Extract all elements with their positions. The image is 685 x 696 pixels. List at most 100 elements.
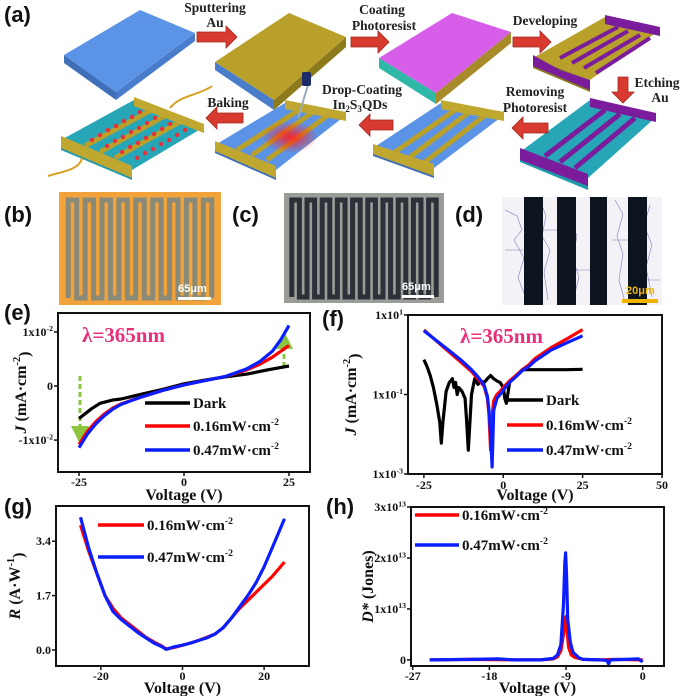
x-tick-label: -18 — [481, 669, 497, 683]
panel-label-e: (e) — [4, 300, 31, 325]
step-drop-coating-material: In2S3QDs — [333, 97, 388, 114]
y-axis-label: D* (Jones) — [360, 550, 377, 623]
chart-f-jv-log: -25 0 25 50 1x101 1x10-1 1x10-3 Voltage (V) J (m… — [342, 307, 668, 504]
scale-bar-label: 20μm — [626, 285, 655, 297]
step-sputtering-label-2: Au — [206, 15, 224, 30]
quantum-dots — [89, 109, 188, 161]
y-axis-label: J (mA·cm-2) — [12, 352, 34, 435]
panel-label-h: (h) — [326, 494, 354, 519]
y-tick-label: 1.7 — [36, 589, 51, 603]
step-sputtering-label: Sputtering — [184, 0, 246, 15]
y-tick-label: 1x10-2 — [23, 324, 54, 339]
x-tick-label: -27 — [405, 669, 421, 683]
legend-label: 0.16mW·cm-2 — [546, 416, 632, 434]
y-axis-label: R (A·W-1) — [6, 553, 28, 621]
x-axis-label: Voltage (V) — [145, 487, 222, 504]
panel-label-a: (a) — [4, 2, 31, 27]
developed-electrode-slab — [533, 15, 660, 92]
y-tick-label: 1x10-1 — [373, 387, 404, 402]
scale-bar-label: 65μm — [178, 283, 207, 295]
legend-label: 0.47mW·cm-2 — [147, 548, 233, 566]
y-tick-label: 1x1013 — [374, 601, 406, 616]
legend-label: 0.16mW·cm-2 — [193, 417, 279, 435]
wavelength-annotation: λ=365nm — [460, 324, 543, 348]
arrow-left-icon — [511, 116, 549, 140]
panel-a-process-schematic: (a) — [4, 0, 680, 190]
x-tick-label: -25 — [416, 478, 432, 492]
wire-right — [169, 85, 213, 109]
panel-label-c: (c) — [232, 202, 259, 227]
panel-label-b: (b) — [4, 202, 32, 227]
step-coating-label-2: Photoresist — [352, 18, 417, 33]
arrow-right-icon — [196, 25, 238, 49]
series-line-047mwcm — [78, 516, 286, 652]
y-tick-label: -1x10-2 — [19, 432, 54, 447]
series-line-047mwcm — [429, 551, 644, 666]
panel-d-micrograph: (d) 20μm — [455, 197, 662, 305]
x-tick-label: 50 — [656, 478, 668, 492]
step-removing-label: Removing — [506, 84, 565, 99]
x-tick-label: 0 — [180, 669, 186, 683]
series-line-047mwcm — [422, 329, 584, 469]
electrode-stripes — [524, 197, 647, 305]
interdigitated-electrode — [289, 197, 439, 300]
series-line-016mwcm — [429, 614, 643, 662]
y-tick-label: 1x10-3 — [373, 466, 404, 481]
x-tick-label: 25 — [283, 475, 295, 489]
panel-b-micrograph: (b) 65μm — [4, 192, 221, 305]
dropper-icon — [297, 72, 311, 119]
step-etching-label: Etching — [634, 75, 679, 90]
interdigitated-electrode — [65, 197, 215, 301]
chart-e-jv-linear: -25 0 25 1x10-2 0 -1x10-2 Voltage (V) J (mA·cm-… — [12, 312, 311, 504]
photoresist-slab — [379, 13, 511, 104]
legend-label: Dark — [546, 393, 580, 409]
legend-label: 0.16mW·cm-2 — [462, 506, 548, 524]
y-tick-label: 0 — [47, 379, 53, 393]
arrow-down-icon — [611, 76, 635, 104]
step-developing-label: Developing — [513, 13, 578, 28]
x-axis-label: Voltage (V) — [144, 680, 221, 696]
step-coating-label: Coating — [359, 2, 405, 17]
chart-h-detectivity: -27 -18 -9 0 3x1013 2x1013 1x1013 0 Voltage (V) D… — [360, 499, 665, 696]
x-axis-label: Voltage (V) — [499, 680, 576, 696]
x-tick-label: -20 — [93, 669, 109, 683]
legend-label: 0.47mW·cm-2 — [462, 536, 548, 554]
panel-label-f: (f) — [322, 306, 344, 331]
drop-coating-slab — [215, 72, 346, 180]
y-tick-label: 0.0 — [36, 643, 51, 657]
y-tick-label: 0 — [400, 653, 406, 667]
x-tick-label: 0 — [500, 478, 506, 492]
arrow-left-icon — [205, 106, 244, 130]
x-axis-label: Voltage (V) — [496, 487, 573, 504]
baked-device-slab — [47, 85, 213, 180]
arrow-left-icon — [358, 113, 394, 137]
y-tick-label: 3x1013 — [374, 499, 406, 514]
series-line-047mwcm — [77, 324, 291, 449]
substrate-slab — [64, 10, 195, 100]
x-tick-label: -25 — [71, 475, 87, 489]
step-baking-label: Baking — [207, 95, 249, 110]
legend-label: Dark — [193, 396, 227, 412]
step-drop-coating-label: Drop-Coating — [322, 82, 402, 97]
removed-photoresist-slab — [373, 100, 504, 178]
wire-left — [47, 157, 83, 177]
x-tick-label: 0 — [640, 669, 646, 683]
etched-electrode-slab — [520, 98, 656, 190]
plot-frame — [410, 506, 665, 667]
scale-bar-label: 65μm — [402, 281, 431, 293]
panel-c-micrograph: (c) 65μm — [232, 193, 444, 303]
y-tick-label: 3.4 — [36, 534, 51, 548]
legend-label: 0.16mW·cm-2 — [147, 516, 233, 534]
step-removing-label-2: Photoresist — [503, 100, 568, 115]
y-tick-label: 2x1013 — [374, 550, 406, 565]
legend-label: 0.47mW·cm-2 — [546, 441, 632, 459]
panel-label-g: (g) — [4, 494, 32, 519]
x-tick-label: 25 — [577, 478, 589, 492]
x-tick-label: 20 — [258, 669, 270, 683]
arrow-right-icon — [512, 30, 552, 54]
y-axis-label: J (mA·cm-2) — [342, 354, 364, 437]
wavelength-annotation: λ=365nm — [82, 323, 165, 347]
arrow-right-icon — [350, 30, 390, 54]
x-tick-label: -9 — [561, 669, 571, 683]
